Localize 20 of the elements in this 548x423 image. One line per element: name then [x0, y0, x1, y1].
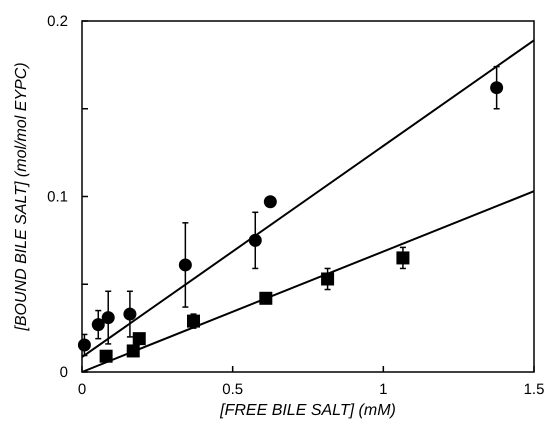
x-tick-label: 0.5 [222, 381, 244, 398]
y-axis-title: [BOUND BILE SALT] (mol/mol EYPC) [13, 62, 30, 332]
point [92, 318, 105, 332]
point [178, 258, 192, 272]
point [123, 308, 136, 321]
point [100, 350, 113, 363]
y-tick-label: 0.2 [47, 13, 68, 30]
y-tick-label: 0 [60, 364, 68, 381]
y-tick-label: 0.1 [47, 188, 68, 206]
point [102, 311, 115, 324]
x-tick-label: 1.5 [524, 381, 544, 398]
point [490, 81, 504, 94]
point [186, 314, 200, 328]
point [132, 332, 146, 346]
x-tick-label: 0 [78, 381, 86, 398]
point [78, 338, 91, 352]
x-tick-label: 1 [379, 381, 388, 398]
x-axis-title: [FREE BILE SALT] (mM) [219, 402, 396, 419]
point [264, 195, 277, 208]
point [396, 251, 410, 264]
